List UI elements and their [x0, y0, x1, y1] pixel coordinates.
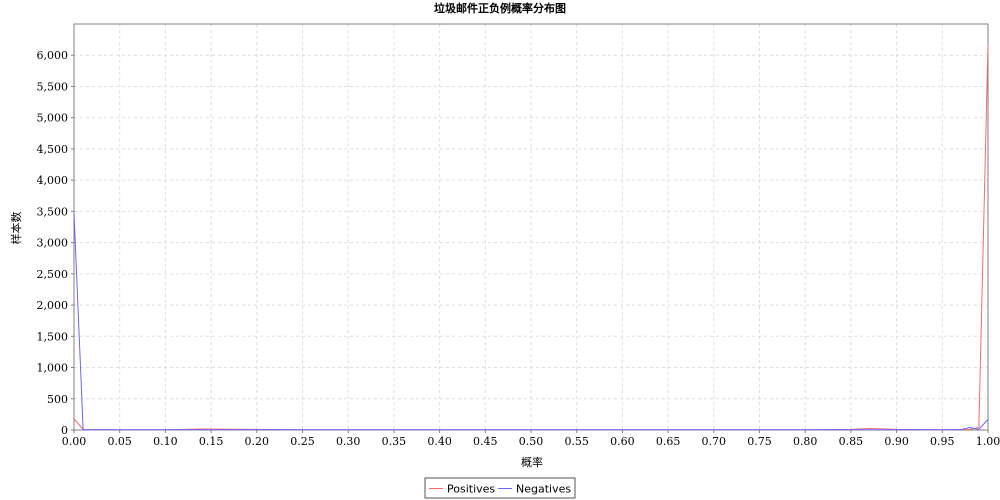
y-tick-label: 1,000	[37, 362, 69, 375]
y-tick-label: 0	[61, 424, 68, 437]
y-tick-label: 2,500	[37, 268, 69, 281]
x-tick-label: 0.15	[199, 435, 224, 448]
legend-negatives-label: Negatives	[516, 483, 571, 496]
y-tick-label: 5,000	[37, 112, 69, 125]
y-tick-label: 500	[47, 393, 68, 406]
y-tick-label: 6,000	[37, 49, 69, 62]
x-tick-label: 0.60	[610, 435, 635, 448]
x-tick-label: 0.05	[107, 435, 132, 448]
x-tick-label: 0.75	[747, 435, 772, 448]
grid	[73, 24, 989, 431]
legend: Positives Negatives	[424, 477, 576, 499]
axis-ticks: 0.00 0.05 0.10 0.15 0.20 0.25 0.30 0.35 0.40 0.45…	[37, 49, 1000, 448]
series-line-negatives	[73, 212, 989, 431]
x-tick-label: 0.55	[564, 435, 589, 448]
x-tick-label: 0.45	[473, 435, 498, 448]
x-tick-label: 0.10	[153, 435, 178, 448]
y-tick-label: 1,500	[37, 330, 69, 343]
x-tick-label: 0.70	[702, 435, 727, 448]
series-lines	[73, 43, 989, 431]
y-tick-label: 2,000	[37, 299, 69, 312]
x-tick-label: 1.00	[976, 435, 1000, 448]
x-tick-label: 0.00	[62, 435, 87, 448]
x-tick-label: 0.95	[930, 435, 955, 448]
x-tick-label: 0.35	[382, 435, 407, 448]
x-tick-label: 0.50	[519, 435, 544, 448]
x-axis-title: 概率	[521, 455, 543, 469]
legend-positives-label: Positives	[447, 483, 495, 496]
y-tick-label: 4,500	[37, 143, 69, 156]
y-axis-title: 样本数	[9, 212, 23, 245]
x-tick-label: 0.80	[793, 435, 818, 448]
x-tick-label: 0.65	[656, 435, 681, 448]
x-tick-label: 0.85	[839, 435, 864, 448]
x-tick-label: 0.30	[336, 435, 361, 448]
chart-title: 垃圾邮件正负例概率分布图	[434, 1, 566, 15]
x-tick-label: 0.40	[427, 435, 452, 448]
y-tick-label: 3,500	[37, 205, 69, 218]
y-tick-label: 5,500	[37, 80, 69, 93]
y-tick-label: 4,000	[37, 174, 69, 187]
x-tick-label: 0.20	[245, 435, 270, 448]
x-tick-label: 0.90	[884, 435, 909, 448]
x-tick-label: 0.25	[290, 435, 315, 448]
y-tick-label: 3,000	[37, 237, 69, 250]
